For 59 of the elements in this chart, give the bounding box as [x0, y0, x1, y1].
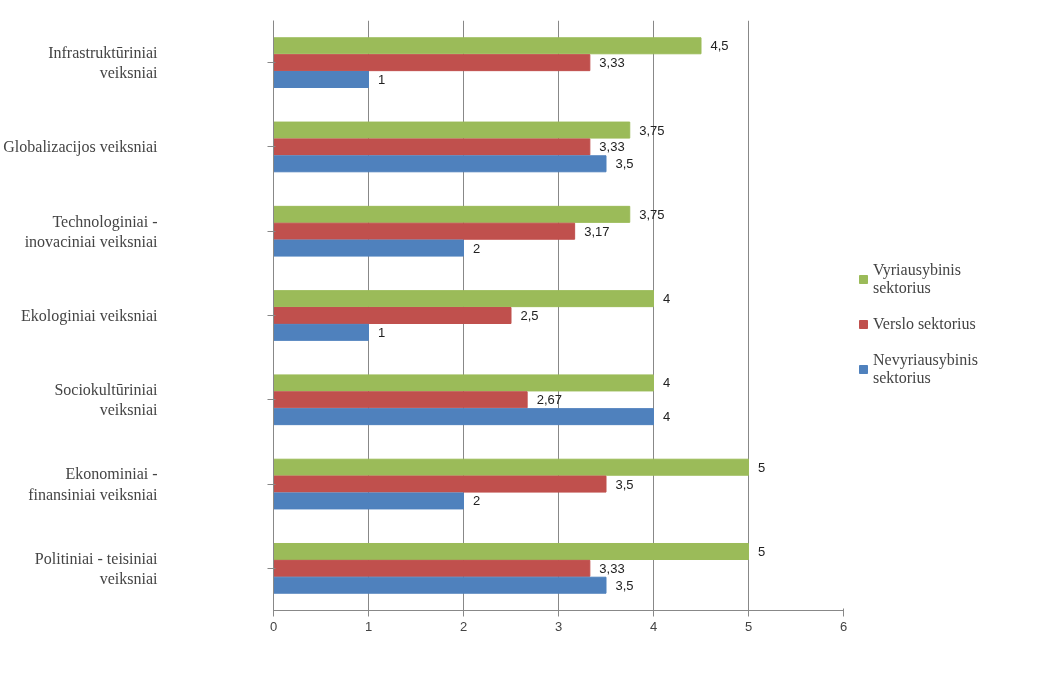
data-label: 2,67	[536, 392, 562, 408]
bar	[273, 391, 528, 409]
bar	[273, 155, 607, 173]
data-label: 3,75	[639, 206, 665, 222]
x-tick-label: 0	[269, 618, 278, 634]
bar	[273, 542, 749, 561]
y-tick-label: Technologiniai - inovaciniai veiksniai	[24, 212, 159, 250]
data-label: 5	[758, 459, 766, 475]
data-label: 3,5	[615, 156, 634, 172]
bar	[273, 121, 631, 139]
bar	[273, 559, 591, 577]
bar	[273, 222, 576, 240]
bar	[273, 37, 702, 55]
x-tick-label: 6	[839, 618, 848, 634]
data-label: 2	[473, 493, 481, 509]
data-label: 4	[663, 409, 671, 425]
data-label: 1	[378, 324, 386, 340]
x-tick-label: 1	[364, 618, 373, 634]
bar	[273, 374, 654, 392]
bar	[273, 306, 512, 325]
bar	[273, 323, 369, 341]
legend-label: Verslo sektorius	[873, 314, 976, 333]
legend-label: Vyriausybinis sektorius	[873, 260, 961, 297]
data-label: 2	[473, 240, 481, 256]
data-label: 5	[758, 544, 766, 559]
y-tick-label: Globalizacijos veiksniai	[3, 138, 159, 157]
legend-label: Nevyriausybinis sektorius	[873, 350, 978, 387]
data-label: 3,75	[639, 122, 665, 138]
y-tick-label: Ekonominiai - finansiniai veiksniai	[28, 465, 159, 503]
data-label: 3,33	[599, 560, 625, 576]
bar	[273, 492, 464, 510]
bar	[273, 576, 607, 594]
y-tick-label: Ekologiniai veiksniai	[21, 307, 159, 325]
data-label: 3,17	[584, 223, 610, 239]
bar	[273, 408, 654, 426]
x-tick-label: 2	[459, 618, 468, 634]
y-tick-label: Sociokultūriniai veiksniai	[54, 381, 159, 419]
bar	[273, 290, 654, 308]
bar	[273, 54, 591, 72]
y-tick-label: Infrastruktūriniai veiksniai	[48, 43, 159, 82]
bar	[273, 205, 631, 223]
data-label: 3,33	[599, 139, 625, 155]
data-label: 3,5	[615, 577, 634, 593]
data-label: 4	[663, 291, 671, 307]
x-tick-label: 5	[744, 618, 753, 634]
bar	[273, 475, 607, 493]
bar	[273, 70, 369, 89]
data-label: 3,33	[599, 55, 625, 71]
bar	[273, 138, 591, 156]
bar	[273, 239, 464, 257]
y-tick-label: Politiniai - teisiniai veiksniai	[34, 549, 159, 588]
data-label: 2,5	[520, 308, 539, 323]
data-label: 4	[663, 375, 671, 391]
bar	[273, 458, 749, 476]
x-tick-label: 3	[554, 618, 563, 634]
data-label: 4,5	[710, 38, 729, 54]
data-label: 3,5	[615, 476, 634, 492]
data-label: 1	[378, 72, 386, 87]
x-tick-label: 4	[649, 618, 658, 634]
